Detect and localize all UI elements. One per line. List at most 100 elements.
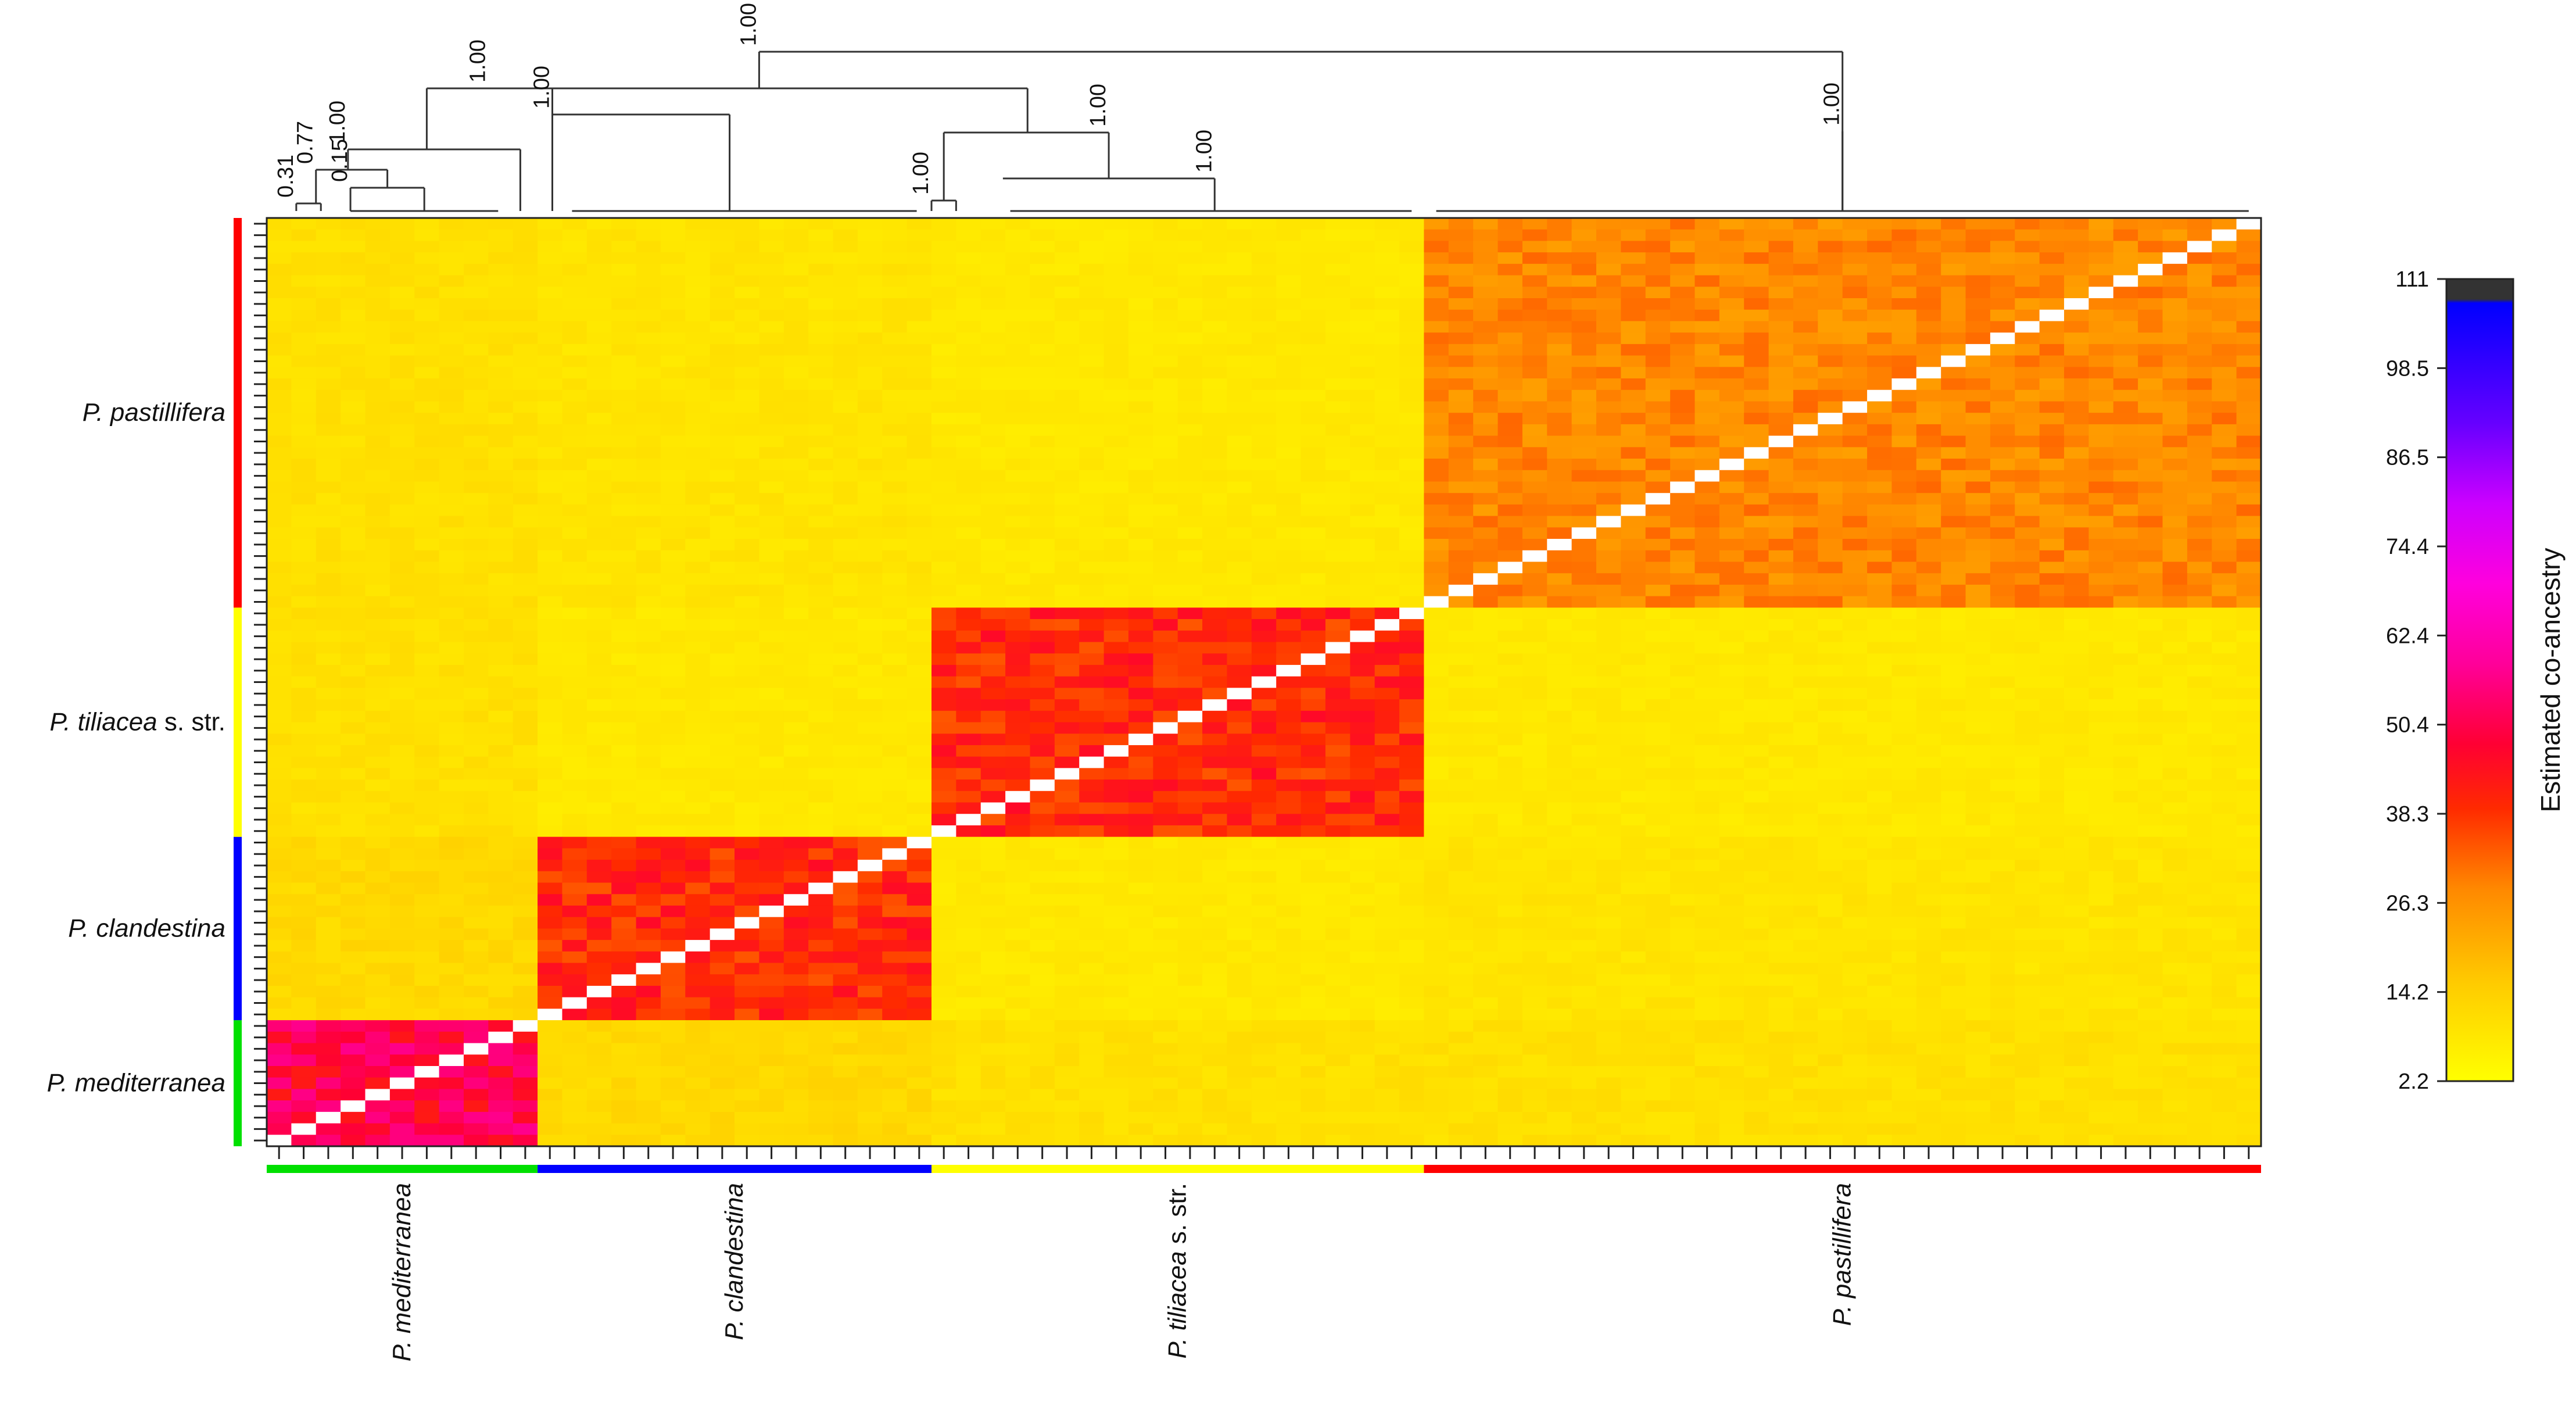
heatmap-cell (2039, 527, 2065, 539)
heatmap-cell (735, 791, 760, 803)
heatmap-cell (907, 367, 932, 379)
heatmap-cell (660, 355, 686, 367)
heatmap-cell (1300, 768, 1326, 780)
heatmap-cell (1276, 344, 1302, 356)
heatmap-cell (710, 745, 735, 757)
heatmap-cell (1522, 848, 1547, 860)
heatmap-cell (1965, 435, 1991, 448)
heatmap-cell (538, 699, 563, 711)
heatmap-cell (1694, 848, 1720, 860)
heatmap-cell (710, 424, 735, 437)
heatmap-cell (586, 653, 612, 666)
heatmap-cell (1744, 527, 1769, 539)
heatmap-cell (907, 584, 932, 597)
heatmap-cell (710, 229, 735, 242)
heatmap-cell (1965, 630, 1991, 643)
heatmap-cell (1030, 619, 1055, 631)
heatmap-cell (1424, 584, 1449, 597)
heatmap-cell (1941, 596, 1966, 608)
heatmap-cell (2113, 882, 2138, 895)
heatmap-cell (931, 676, 956, 688)
heatmap-cell (1744, 493, 1769, 505)
heatmap-cell (1990, 459, 2015, 471)
heatmap-cell (1744, 229, 1769, 242)
heatmap-cell (1005, 905, 1031, 918)
heatmap-cell (1867, 779, 1893, 792)
heatmap-cell (1251, 367, 1277, 379)
heatmap-cell (1202, 218, 1228, 230)
heatmap-cell (611, 424, 637, 437)
heatmap-cell (907, 447, 932, 459)
heatmap-cell (1153, 378, 1178, 391)
heatmap-cell (1621, 424, 1646, 437)
heatmap-cell (956, 905, 981, 918)
heatmap-cell (2015, 905, 2040, 918)
heatmap-cell (267, 550, 292, 563)
heatmap-cell (1818, 664, 1843, 677)
heatmap-cell (1621, 367, 1646, 379)
heatmap-cell (414, 584, 440, 597)
heatmap-cell (414, 298, 440, 310)
heatmap-cell (1867, 619, 1893, 631)
heatmap-cell (389, 435, 415, 448)
heatmap-cell (1990, 355, 2015, 367)
heatmap-cell (1325, 516, 1350, 528)
heatmap-cell (488, 596, 514, 608)
heatmap-cell (2015, 367, 2040, 379)
heatmap-cell (1719, 229, 1744, 242)
heatmap-cell (1694, 905, 1720, 918)
heatmap-cell (513, 825, 538, 838)
heatmap-cell (267, 814, 292, 826)
heatmap-cell (1818, 481, 1843, 493)
heatmap-cell (1104, 344, 1129, 356)
heatmap-cell (857, 298, 883, 310)
heatmap-cell (267, 779, 292, 792)
heatmap-cell (660, 619, 686, 631)
heatmap-cell (660, 401, 686, 413)
heatmap-cell (1104, 516, 1129, 528)
heatmap-cell (1719, 218, 1744, 230)
heatmap-cell (1990, 527, 2015, 539)
heatmap-cell (1104, 539, 1129, 551)
heatmap-cell (2088, 561, 2114, 574)
heatmap-cell (980, 241, 1006, 253)
heatmap-cell (1202, 321, 1228, 333)
heatmap-cell (1867, 298, 1893, 310)
heatmap-cell (1965, 424, 1991, 437)
heatmap-cell (1104, 459, 1129, 471)
heatmap-cell (1645, 814, 1671, 826)
heatmap-cell (2039, 550, 2065, 563)
heatmap-cell (685, 481, 711, 493)
heatmap-cell (783, 825, 809, 838)
heatmap-cell (1818, 287, 1843, 299)
heatmap-cell (2236, 424, 2262, 437)
heatmap-cell (1768, 894, 1794, 906)
heatmap-cell (611, 688, 637, 700)
heatmap-cell (1497, 596, 1523, 608)
heatmap-cell (759, 309, 784, 322)
heatmap-cell (1867, 630, 1893, 643)
heatmap-cell (1128, 550, 1153, 563)
heatmap-cell (660, 676, 686, 688)
heatmap-cell (389, 367, 415, 379)
heatmap-cell (2088, 229, 2114, 242)
heatmap-cell (1030, 470, 1055, 482)
heatmap-cell (931, 905, 956, 918)
heatmap-cell (1965, 321, 1991, 333)
heatmap-cell (1251, 424, 1277, 437)
heatmap-cell (636, 768, 661, 780)
heatmap-cell (2064, 596, 2090, 608)
heatmap-cell (1719, 710, 1744, 723)
heatmap-cell (882, 779, 908, 792)
heatmap-cell (1867, 848, 1893, 860)
heatmap-cell (2138, 871, 2163, 884)
heatmap-cell (1497, 263, 1523, 276)
heatmap-cell (1818, 424, 1843, 437)
heatmap-cell (1990, 424, 2015, 437)
heatmap-cell (931, 229, 956, 242)
heatmap-cell (882, 481, 908, 493)
heatmap-cell (980, 653, 1006, 666)
heatmap-cell (488, 389, 514, 402)
heatmap-cell (2212, 401, 2237, 413)
heatmap-cell (1571, 550, 1597, 563)
